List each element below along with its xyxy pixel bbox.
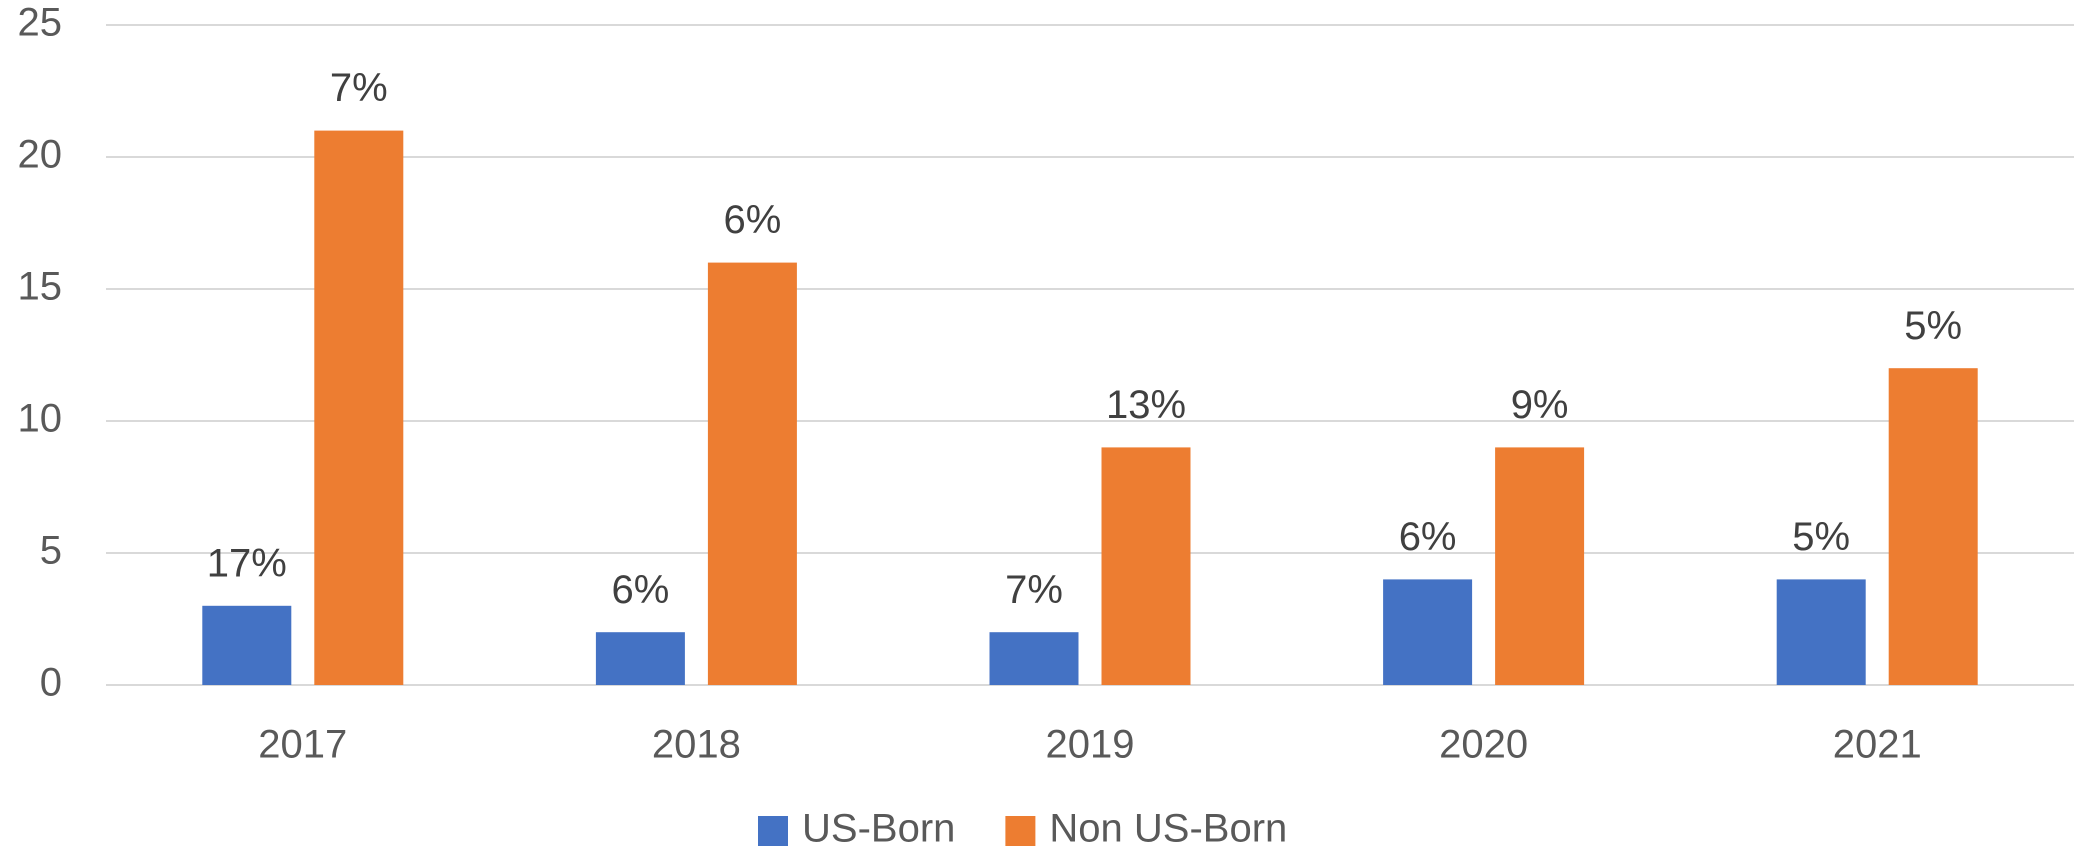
legend-swatch (758, 816, 788, 846)
x-tick-label: 2020 (1439, 723, 1528, 767)
y-tick-label: 15 (18, 265, 63, 309)
bar (202, 605, 292, 685)
data-label: 6% (723, 198, 781, 242)
bar (1383, 579, 1473, 685)
bar (1495, 447, 1585, 685)
data-label: 7% (330, 66, 388, 110)
x-tick-label: 2018 (652, 723, 741, 767)
x-tick-label: 2019 (1046, 723, 1135, 767)
bar (707, 262, 797, 685)
data-label: 17% (207, 541, 287, 585)
data-label: 7% (1005, 568, 1063, 612)
bar (1888, 368, 1978, 685)
x-tick-label: 2021 (1833, 723, 1922, 767)
bar (1101, 447, 1191, 685)
data-label: 5% (1904, 304, 1962, 348)
bar (595, 632, 685, 685)
y-tick-label: 10 (18, 397, 63, 441)
data-label: 5% (1792, 515, 1850, 559)
legend-label: US-Born (802, 807, 955, 850)
y-tick-label: 25 (18, 1, 63, 45)
legend-swatch (1005, 816, 1036, 846)
data-label: 13% (1106, 383, 1186, 427)
bar (1776, 579, 1866, 685)
bar (314, 130, 404, 686)
data-label: 9% (1511, 383, 1569, 427)
data-label: 6% (611, 568, 669, 612)
bar (989, 632, 1079, 685)
data-label: 6% (1399, 515, 1457, 559)
legend-label: Non US-Born (1049, 807, 1287, 850)
y-tick-label: 5 (40, 529, 62, 573)
x-tick-label: 2017 (258, 723, 347, 767)
y-tick-label: 20 (18, 133, 63, 177)
y-tick-label: 0 (40, 661, 62, 705)
